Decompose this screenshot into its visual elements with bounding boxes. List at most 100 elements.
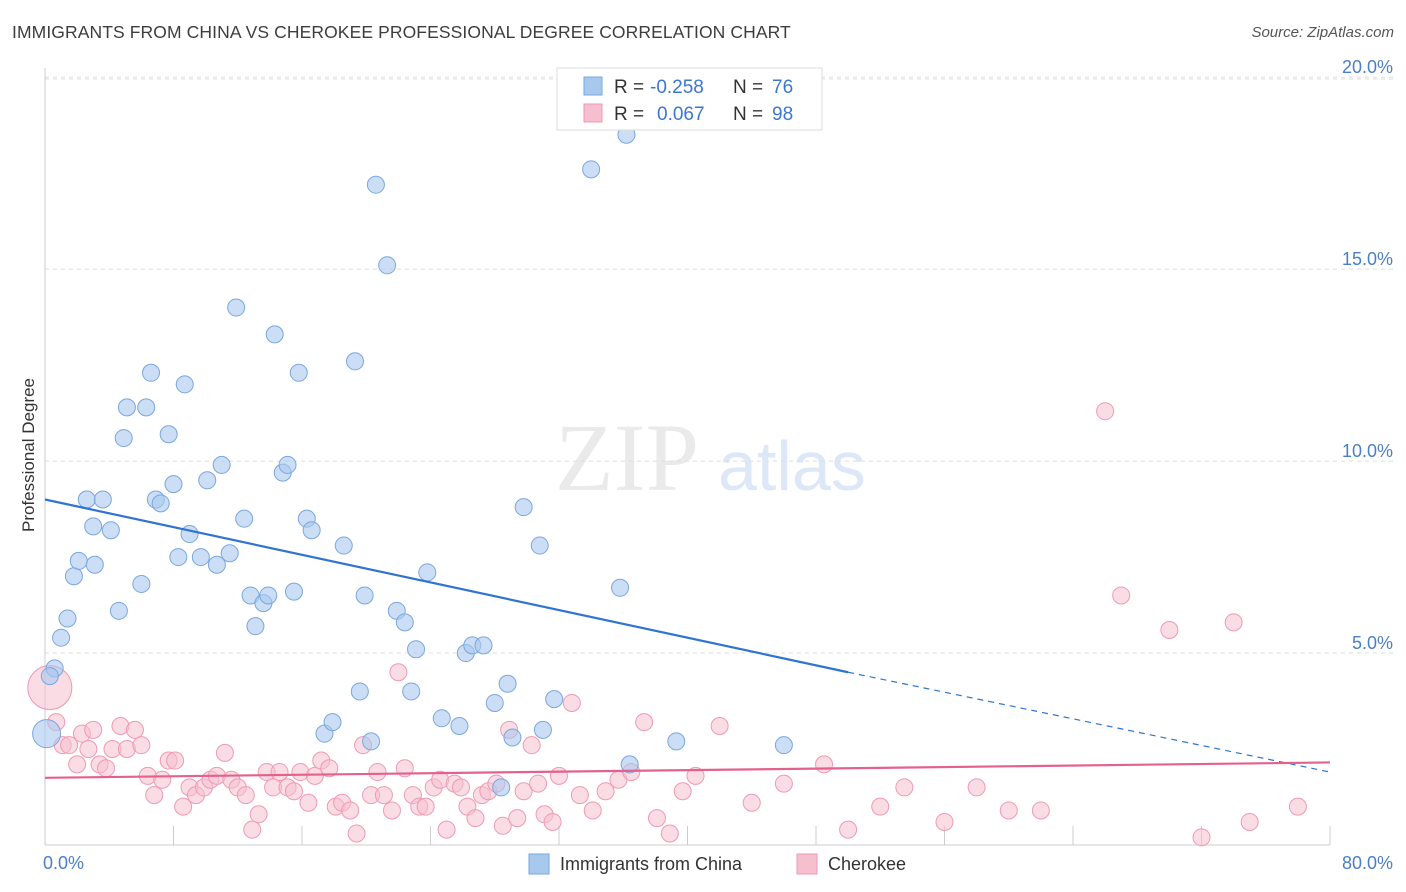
cherokee-point xyxy=(145,786,164,805)
cherokee-point xyxy=(416,797,435,816)
cherokee-point xyxy=(1240,812,1259,831)
china-point xyxy=(137,398,156,417)
x-tick-label-min: 0.0% xyxy=(43,853,84,873)
x-tick-label-max: 80.0% xyxy=(1342,853,1393,873)
cherokee-point xyxy=(1192,828,1211,847)
china-point xyxy=(77,490,96,509)
china-point xyxy=(109,601,128,620)
cherokee-point xyxy=(125,720,144,739)
cherokee-point xyxy=(215,743,234,762)
china-point xyxy=(323,713,342,732)
cherokee-point xyxy=(999,801,1018,820)
cherokee-point xyxy=(550,766,568,785)
grid-lines xyxy=(45,76,1395,654)
bottom-legend: Immigrants from China Cherokee xyxy=(528,853,906,875)
trend-lines xyxy=(44,498,1331,779)
china-point xyxy=(620,755,639,774)
china-point xyxy=(198,471,217,490)
china-trend-extension xyxy=(848,671,1331,773)
china-point xyxy=(395,613,414,632)
cherokee-point xyxy=(1096,402,1115,421)
china-point xyxy=(212,455,231,474)
cherokee-point xyxy=(132,736,151,755)
cherokee-point xyxy=(1112,586,1131,605)
china-point xyxy=(302,521,321,540)
cherokee-point xyxy=(529,774,548,793)
cherokee-point xyxy=(166,751,185,770)
china-point xyxy=(545,690,564,709)
cherokee-point xyxy=(673,782,692,801)
china-point xyxy=(284,582,303,601)
cherokee-point xyxy=(710,716,729,735)
y-tick-label: 20.0% xyxy=(1342,57,1393,77)
watermark-atlas: atlas xyxy=(718,427,866,505)
legend-n-label-china: N = xyxy=(733,77,763,98)
china-point xyxy=(530,536,549,555)
china-point xyxy=(450,716,469,735)
china-point xyxy=(259,586,278,605)
legend-n-value-china: 76 xyxy=(772,77,793,98)
cherokee-point xyxy=(452,778,471,797)
china-point xyxy=(418,563,437,582)
cherokee-point xyxy=(871,797,890,816)
cherokee-point xyxy=(543,812,562,831)
legend-swatch-china xyxy=(583,76,603,96)
cherokee-point xyxy=(347,824,366,843)
china-point xyxy=(85,555,104,574)
cherokee-point xyxy=(596,782,615,801)
cherokee-point xyxy=(508,809,527,828)
china-point xyxy=(69,551,88,570)
cherokee-point xyxy=(320,759,339,778)
cherokee-point xyxy=(635,713,654,732)
china-point xyxy=(191,548,210,567)
cherokee-point xyxy=(382,801,401,820)
cherokee-point xyxy=(774,774,793,793)
cherokee-point xyxy=(647,809,666,828)
cherokee-point xyxy=(660,824,679,843)
cherokee-point xyxy=(466,809,485,828)
china-point xyxy=(220,544,239,563)
y-tick-label: 10.0% xyxy=(1342,441,1393,461)
china-point xyxy=(362,732,381,751)
cherokee-point xyxy=(374,786,393,805)
china-point xyxy=(58,609,77,628)
china-point xyxy=(227,298,246,317)
y-axis-label: Professional Degree xyxy=(19,378,38,532)
cherokee-point xyxy=(1160,621,1179,640)
cherokee-point xyxy=(153,770,172,789)
legend-swatch-cherokee xyxy=(583,103,603,123)
cherokee-point xyxy=(60,736,79,755)
china-point xyxy=(402,682,421,701)
china-point xyxy=(474,636,493,655)
china-point xyxy=(175,375,194,394)
cherokee-point xyxy=(299,793,318,812)
china-point xyxy=(533,720,552,739)
cherokee-point xyxy=(236,786,255,805)
china-point xyxy=(151,494,170,513)
china-point xyxy=(114,429,133,448)
china-point xyxy=(366,175,385,194)
china-point xyxy=(132,574,151,593)
china-points xyxy=(32,125,793,797)
cherokee-point xyxy=(935,812,954,831)
cherokee-point xyxy=(522,736,541,755)
cherokee-point xyxy=(493,816,512,835)
china-point xyxy=(582,160,601,179)
cherokee-point xyxy=(79,740,98,759)
china-point xyxy=(207,555,226,574)
cherokee-point xyxy=(686,766,705,785)
cherokee-point xyxy=(284,782,303,801)
china-point xyxy=(117,398,136,417)
cherokee-point xyxy=(305,766,324,785)
cherokee-point xyxy=(68,755,87,774)
cherokee-point xyxy=(97,759,116,778)
cherokee-point xyxy=(270,763,289,782)
bottom-legend-cherokee: Cherokee xyxy=(828,854,906,874)
cherokee-point xyxy=(815,755,834,774)
china-point xyxy=(667,732,686,751)
china-point xyxy=(265,325,284,344)
cherokee-point xyxy=(389,663,408,682)
cherokee-point xyxy=(1224,613,1243,632)
china-point xyxy=(407,640,426,659)
